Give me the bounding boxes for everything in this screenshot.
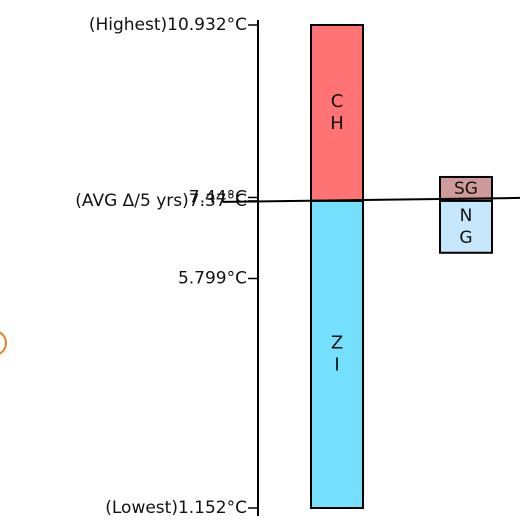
partial-circle-marker [0, 331, 7, 355]
axis-tick-label: (AVG Δ/5 yrs)7.37°C [75, 191, 247, 211]
bar-segment [439, 199, 493, 254]
average-line [222, 196, 520, 203]
bar-segment-label: SG [454, 179, 478, 199]
bar-segment [310, 199, 364, 509]
bars: C H Z I SG N G [310, 24, 493, 509]
average-reference [222, 196, 520, 203]
axis-tick-label: 5.799°C [178, 269, 247, 289]
value-axis: (Highest)10.932°C7.44°C(AVG Δ/5 yrs)7.37… [75, 15, 259, 518]
axis-tick-label: (Lowest)1.152°C [105, 498, 247, 518]
bar-segment [310, 24, 364, 202]
axis-tick-label: (Highest)10.932°C [89, 15, 247, 35]
